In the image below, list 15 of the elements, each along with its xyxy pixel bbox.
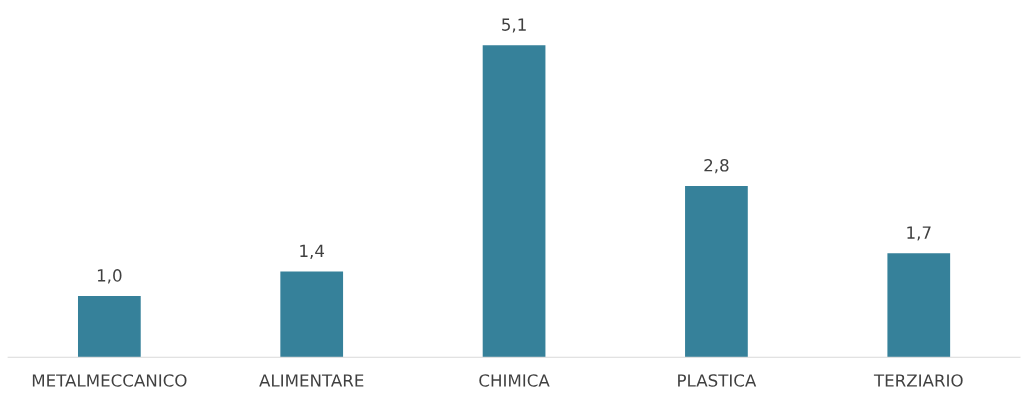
x-tick-label: CHIMICA — [479, 374, 550, 387]
x-tick-label: ALIMENTARE — [259, 374, 364, 387]
bar — [482, 45, 546, 358]
x-tick-label: METALMECCANICO — [32, 374, 187, 387]
bar — [887, 253, 951, 358]
bar — [77, 296, 141, 358]
data-label: 1,0 — [97, 269, 122, 284]
data-label: 1,7 — [907, 226, 931, 241]
data-label: 5,1 — [502, 18, 526, 33]
x-tick-label: TERZIARIO — [873, 374, 963, 387]
data-label: 1,4 — [300, 244, 325, 259]
bar — [280, 271, 344, 358]
data-label: 2,8 — [704, 158, 729, 174]
x-tick-label: PLASTICA — [678, 374, 757, 387]
bar — [685, 185, 748, 358]
